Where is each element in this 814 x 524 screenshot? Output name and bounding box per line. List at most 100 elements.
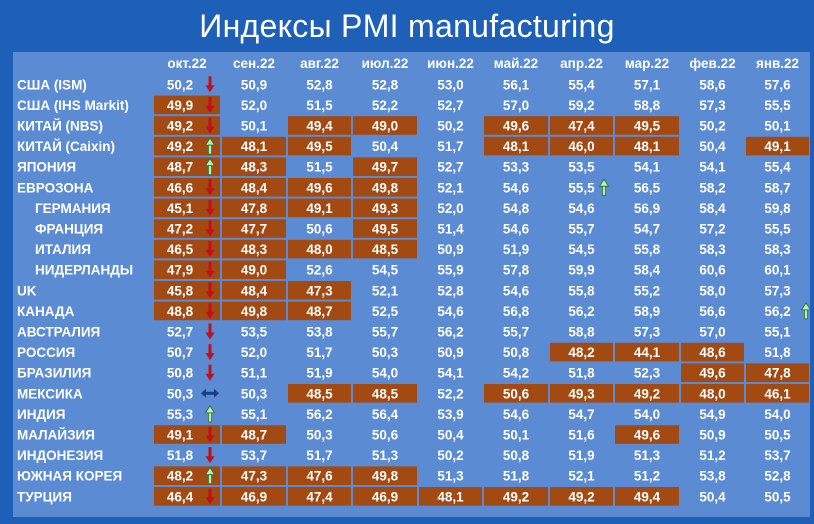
value-cell: 52,3 [634,366,661,381]
trend-down-arrow-shaft [208,364,212,375]
value-cell: 48,1 [241,139,268,154]
value-cell: 52,0 [241,345,267,360]
trend-down-arrow-head [205,311,215,319]
value-cell: 47,3 [241,469,268,484]
value-cell: 56,6 [699,304,726,319]
below-50-cell [288,384,351,403]
value-cell: 55,7 [568,222,594,237]
value-cell: 47,8 [241,201,268,216]
value-cell: 57,0 [699,325,725,340]
row-label: ТУРЦИЯ [17,489,72,504]
value-cell: 49,0 [241,263,267,278]
value-cell: 55,4 [764,160,791,175]
value-cell: 51,7 [306,448,332,463]
value-cell: 52,2 [372,98,398,113]
below-50-cell [288,116,351,135]
below-50-cell [484,136,548,156]
value-cell: 56,1 [503,77,530,92]
below-50-cell [222,219,286,238]
value-cell: 49,2 [568,489,594,504]
value-cell: 48,7 [306,304,332,319]
trend-up-arrow-shaft [207,474,212,485]
value-cell: 49,6 [634,428,661,443]
value-cell: 51,8 [503,469,530,484]
value-cell: 52,1 [372,283,399,298]
below-50-cell [681,363,744,382]
value-cell: 48,8 [167,304,194,319]
trend-down-arrow-shaft [208,220,212,231]
below-50-cell [222,425,286,444]
value-cell: 55,5 [764,98,791,113]
value-cell: 50,2 [437,448,463,463]
below-50-cell [222,157,286,176]
trend-down-arrow-head [205,85,215,93]
column-header: авг.22 [300,56,339,71]
value-cell: 49,5 [306,139,333,154]
value-cell: 54,2 [503,366,529,381]
below-50-cell [154,466,220,485]
row-label: ЮЖНАЯ КОРЕЯ [17,469,122,484]
trend-down-arrow-head [205,270,215,278]
value-cell: 52,7 [437,160,463,175]
value-cell: 55,4 [568,77,595,92]
value-cell: 58,4 [634,263,661,278]
row-label: НИДЕРЛАНДЫ [35,263,133,278]
below-50-cell [484,487,548,506]
value-cell: 58,3 [699,242,726,257]
value-cell: 60,6 [699,263,726,278]
trend-down-arrow-head [205,250,215,258]
below-50-cell [353,198,417,218]
value-cell: 53,5 [241,325,268,340]
row-label: БРАЗИЛИЯ [17,366,91,381]
value-cell: 52,5 [372,304,399,319]
below-50-cell [353,384,417,403]
value-cell: 50,1 [764,119,791,134]
value-cell: 59,9 [568,263,594,278]
value-cell: 54,8 [503,201,530,216]
trend-down-arrow-shaft [208,344,212,355]
trend-down-arrow-head [205,373,215,381]
value-cell: 50,8 [503,345,530,360]
value-cell: 46,9 [372,489,398,504]
below-50-cell [222,301,286,321]
value-cell: 49,8 [372,180,399,195]
trend-down-arrow-shaft [208,179,212,190]
value-cell: 48,1 [503,139,530,154]
value-cell: 50,4 [437,428,464,443]
row-label: РОССИЯ [17,345,75,360]
value-cell: 49,6 [699,366,726,381]
below-50-cell [288,301,351,321]
chart-title: Индексы PMI manufacturing [199,7,615,44]
value-cell: 51,6 [568,428,595,443]
value-cell: 50,8 [167,366,194,381]
below-50-cell [154,116,220,135]
value-cell: 52,1 [568,469,595,484]
value-cell: 52,0 [241,98,267,113]
trend-down-arrow-shaft [208,447,212,458]
value-cell: 58,4 [699,201,726,216]
trend-down-arrow-shaft [208,76,212,87]
value-cell: 53,8 [699,469,726,484]
value-cell: 50,1 [241,119,268,134]
trend-down-arrow-shaft [208,199,212,210]
value-cell: 49,3 [568,386,595,401]
value-cell: 54,9 [699,407,725,422]
below-50-cell [615,384,679,403]
value-cell: 57,3 [634,325,661,340]
value-cell: 56,2 [568,304,594,319]
trend-down-arrow-shaft [208,282,212,293]
value-cell: 54,7 [634,222,660,237]
below-50-cell [222,487,286,506]
below-50-cell [288,281,351,300]
value-cell: 51,3 [634,448,661,463]
value-cell: 50,3 [241,386,268,401]
trend-left-arrow-head [201,388,206,398]
trend-down-arrow-head [205,456,215,464]
value-cell: 53,0 [437,77,463,92]
column-header: июл.22 [362,56,409,71]
value-cell: 53,7 [241,448,267,463]
below-50-cell [550,116,613,135]
value-cell: 55,1 [241,407,268,422]
value-cell: 47,8 [764,366,791,381]
trend-down-arrow-shaft [208,323,212,334]
